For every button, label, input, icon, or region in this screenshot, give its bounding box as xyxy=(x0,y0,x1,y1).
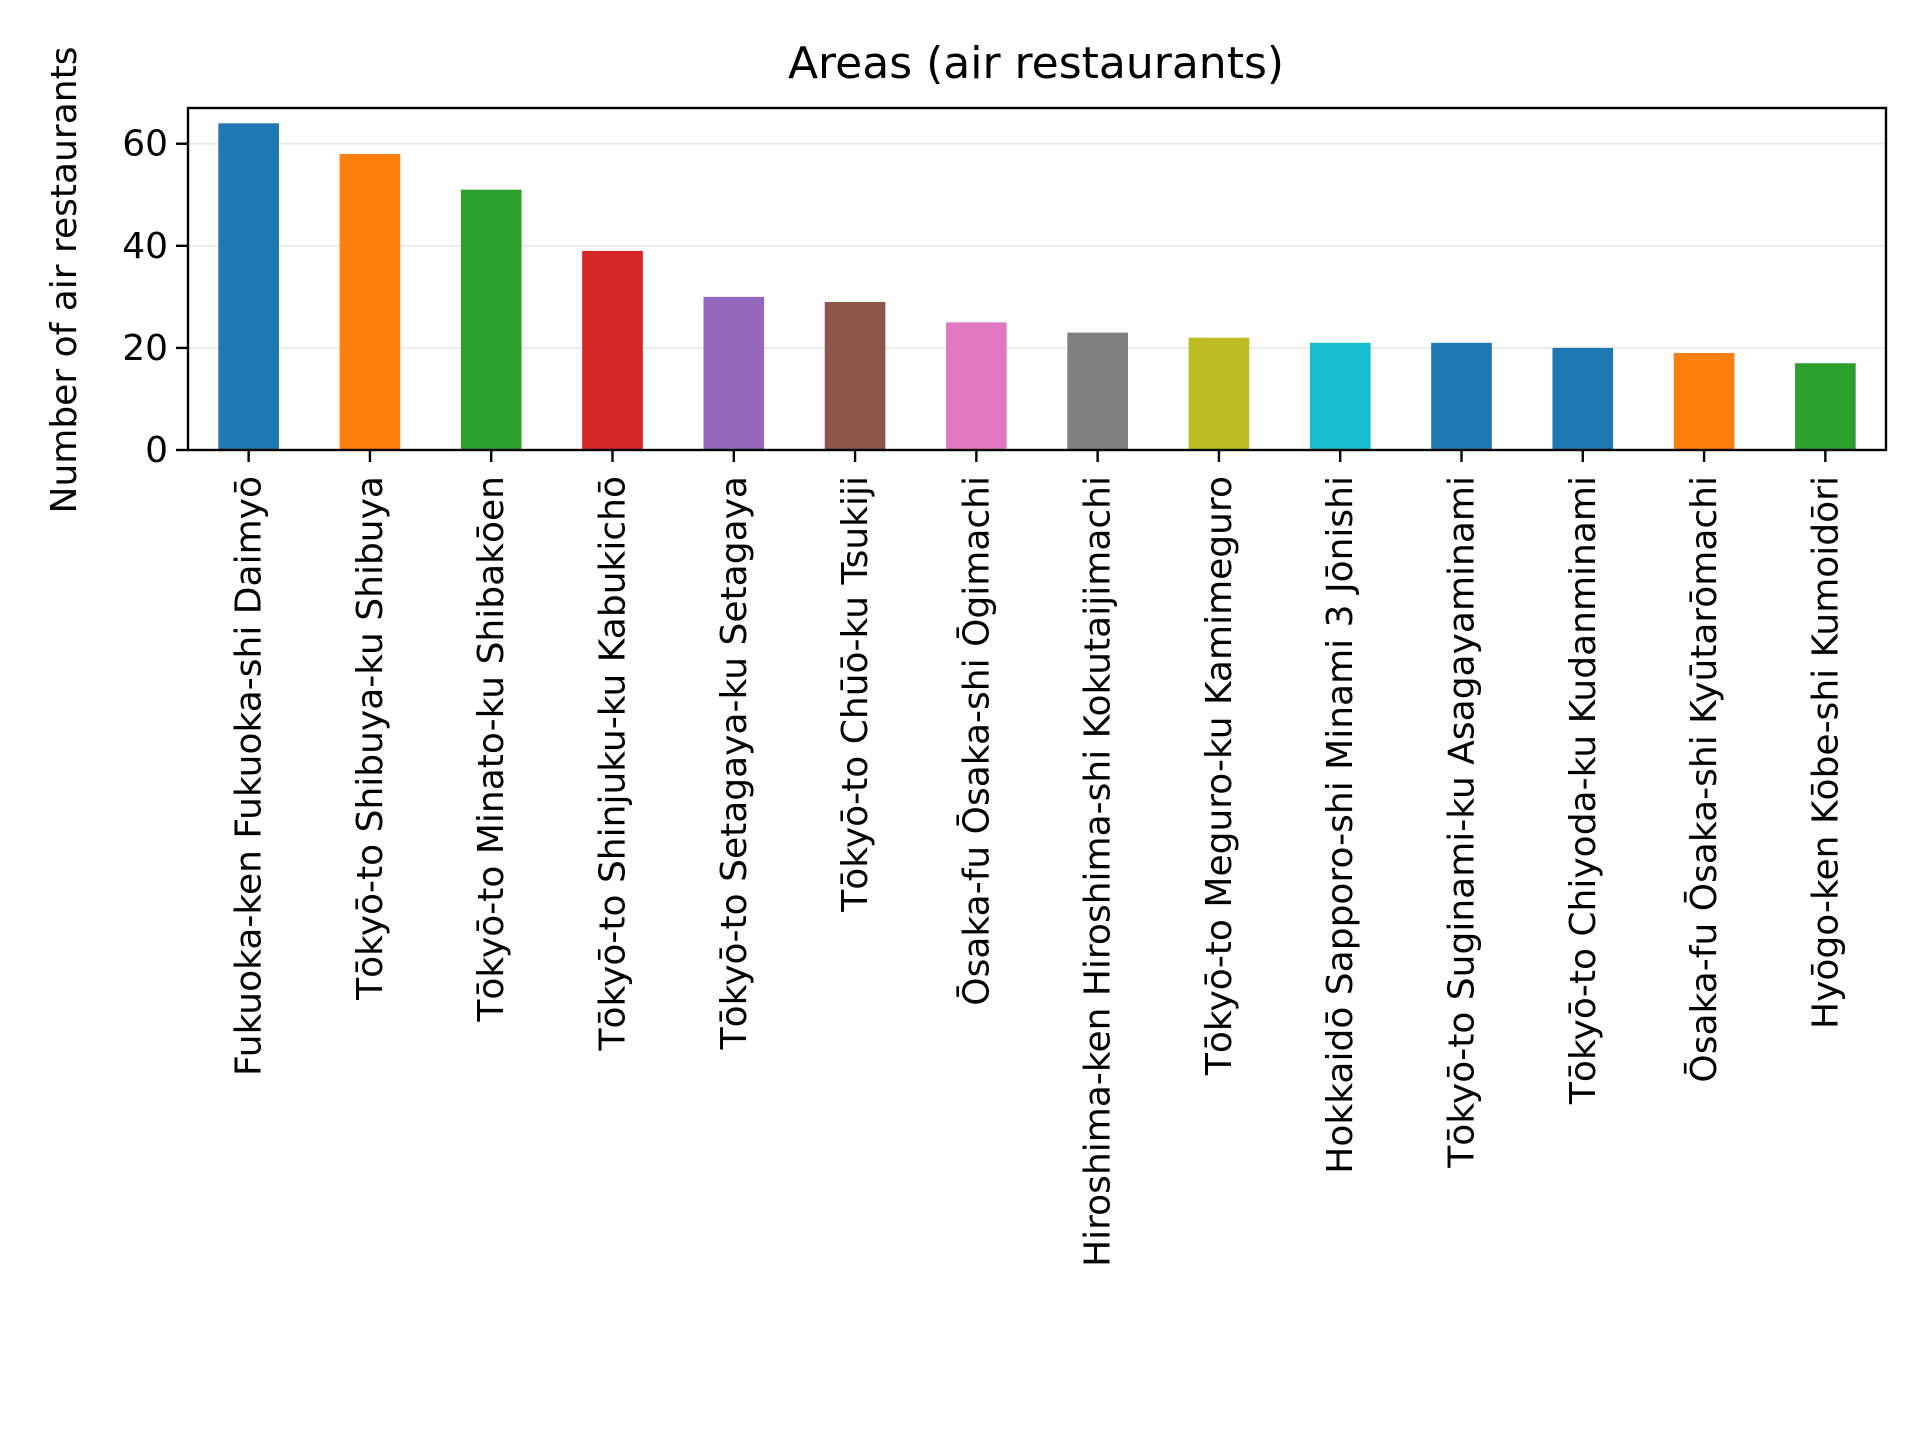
x-tick-label: Tōkyō-to Chiyoda-ku Kudanminami xyxy=(1563,476,1604,1105)
bar xyxy=(1552,347,1614,450)
x-tick-label: Hokkaidō Sapporo-shi Minami 3 Jōnishi xyxy=(1320,476,1361,1174)
bar xyxy=(1673,353,1735,450)
x-tick-label: Tōkyō-to Suginami-ku Asagayaminami xyxy=(1442,476,1483,1169)
bar xyxy=(218,123,279,451)
bar xyxy=(582,250,643,450)
bar xyxy=(703,296,765,450)
bar xyxy=(1188,337,1250,450)
y-tick-label: 0 xyxy=(145,430,168,471)
x-axis-ticks: Fukuoka-ken Fukuoka-shi Daimyō Tōkyō-to S… xyxy=(229,450,1846,1267)
x-tick-label: Hyōgo-ken Kōbe-shi Kumoidōri xyxy=(1805,476,1846,1029)
bar xyxy=(460,189,522,451)
gridlines xyxy=(188,142,1886,349)
x-tick-label: Hiroshima-ken Hiroshima-shi Kokutaijimac… xyxy=(1078,476,1119,1267)
x-tick-label: Tōkyō-to Chūō-ku Tsukiji xyxy=(835,476,876,913)
bar xyxy=(339,153,401,450)
plot-area-frame xyxy=(186,106,1888,452)
bars xyxy=(218,123,1856,451)
x-tick-label: Tōkyō-to Shibuya-ku Shibuya xyxy=(350,476,391,1001)
y-tick-label: 40 xyxy=(122,226,168,267)
x-tick-label: Fukuoka-ken Fukuoka-shi Daimyō xyxy=(229,476,270,1076)
y-axis-ticks: 0 20 40 60 xyxy=(122,124,188,471)
x-tick-label: Tōkyō-to Minato-ku Shibakōen xyxy=(471,476,512,1023)
x-tick-label: Tōkyō-to Shinjuku-ku Kabukichō xyxy=(593,476,634,1052)
x-tick-label: Tōkyō-to Meguro-ku Kamimeguro xyxy=(1199,476,1240,1076)
bar xyxy=(1067,332,1128,450)
bar xyxy=(946,322,1007,450)
x-tick-label: Ōsaka-fu Ōsaka-shi Kyūtarōmachi xyxy=(1684,476,1725,1083)
x-tick-label: Ōsaka-fu Ōsaka-shi Ōgimachi xyxy=(956,476,997,1006)
y-tick-label: 20 xyxy=(122,328,168,369)
x-tick-label: Tōkyō-to Setagaya-ku Setagaya xyxy=(714,476,755,1050)
bar xyxy=(1431,342,1492,450)
bar xyxy=(824,301,886,450)
bar xyxy=(1309,342,1371,450)
chart-title: Areas (air restaurants) xyxy=(788,38,1284,89)
bar xyxy=(1795,363,1856,450)
y-tick-label: 60 xyxy=(122,124,168,165)
y-axis-label: Number of air restaurants xyxy=(44,47,85,514)
